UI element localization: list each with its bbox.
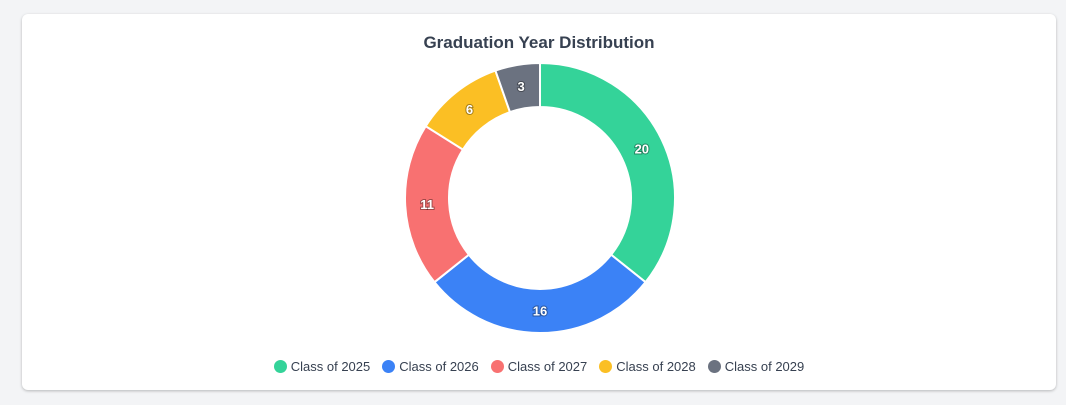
slice-value-label: 6 xyxy=(466,102,473,117)
slice-value-label: 11 xyxy=(420,197,434,212)
legend-swatch xyxy=(599,360,613,373)
slice-class-of-2026[interactable] xyxy=(433,253,647,334)
donut-chart: 20 16 11 6 3 xyxy=(404,61,676,334)
slice-class-of-2025[interactable] xyxy=(539,61,676,284)
legend-swatch xyxy=(490,360,504,373)
legend-label: Class of 2026 xyxy=(399,359,479,374)
legend-item-class-of-2027[interactable]: Class of 2027 xyxy=(490,359,588,374)
legend-swatch xyxy=(382,360,396,373)
slice-value-label: 20 xyxy=(635,141,649,156)
legend-swatch xyxy=(273,360,287,373)
chart-title: Graduation Year Distribution xyxy=(423,33,655,52)
donut-labels: 20 16 11 6 3 xyxy=(419,78,650,319)
legend-label: Class of 2029 xyxy=(724,359,805,374)
slice-value-label: 3 xyxy=(517,79,524,94)
chart-card: Graduation Year Distribution 20 16 11 6 3 Cl… xyxy=(22,14,1056,390)
legend-label: Class of 2028 xyxy=(616,359,696,374)
legend-item-class-of-2025[interactable]: Class of 2025 xyxy=(273,359,371,374)
slice-value-label: 16 xyxy=(533,304,547,319)
legend-label: Class of 2027 xyxy=(507,359,588,374)
legend-label: Class of 2025 xyxy=(290,359,371,374)
legend-swatch xyxy=(707,360,721,373)
legend-item-class-of-2029[interactable]: Class of 2029 xyxy=(707,359,805,374)
slice-class-of-2027[interactable] xyxy=(404,124,471,284)
legend-item-class-of-2028[interactable]: Class of 2028 xyxy=(599,359,696,374)
legend-item-class-of-2026[interactable]: Class of 2026 xyxy=(382,359,479,374)
slice-class-of-2029[interactable] xyxy=(494,61,541,114)
donut-slices xyxy=(404,61,676,334)
chart-legend: Class of 2025 Class of 2026 Class of 2027 C… xyxy=(22,359,1056,374)
